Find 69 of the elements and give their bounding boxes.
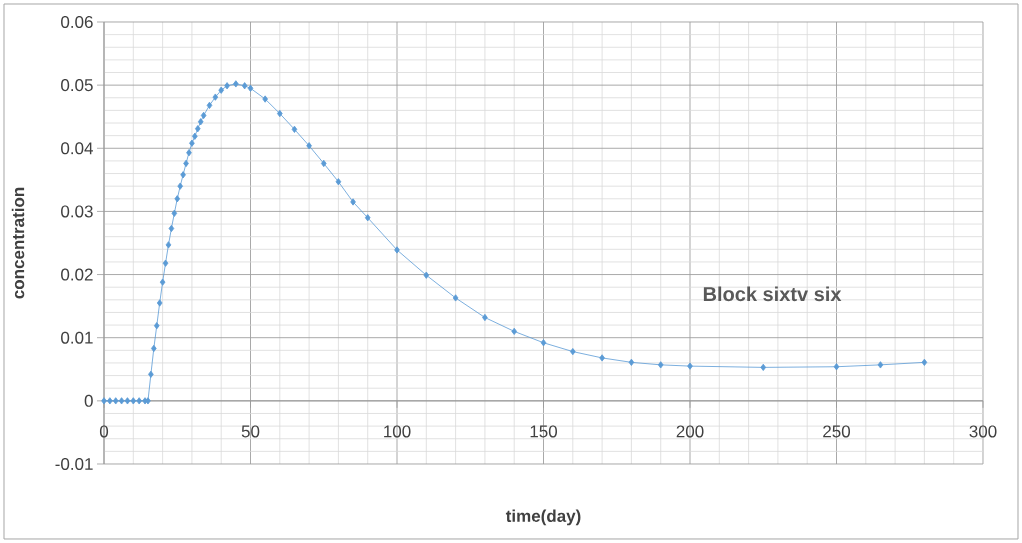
point <box>165 241 172 249</box>
annotation: Block sixtv six <box>703 286 842 302</box>
point <box>168 224 175 233</box>
point <box>162 259 169 267</box>
point <box>657 361 664 369</box>
point <box>241 82 248 90</box>
point <box>177 182 183 190</box>
x-tick-label: 0 <box>99 425 109 438</box>
point <box>291 125 298 133</box>
point <box>186 149 192 157</box>
point <box>194 125 201 133</box>
point <box>320 159 327 168</box>
x-tick-label: 200 <box>676 425 704 438</box>
point <box>206 101 213 109</box>
point <box>364 214 371 222</box>
point <box>452 294 459 302</box>
point <box>247 84 254 92</box>
point <box>394 246 400 254</box>
point <box>262 95 268 103</box>
point <box>197 118 204 126</box>
point <box>159 278 166 286</box>
point <box>180 171 186 179</box>
point <box>189 139 195 147</box>
x-tick-label: 150 <box>530 425 558 438</box>
point <box>192 132 198 140</box>
point <box>153 322 160 330</box>
point <box>136 397 142 405</box>
y-tick-label: 0.06 <box>61 15 93 29</box>
point <box>171 209 178 217</box>
y-tick-label: 0.02 <box>61 268 93 281</box>
point <box>156 299 163 307</box>
point <box>423 271 430 279</box>
point <box>760 363 767 371</box>
point <box>124 397 131 405</box>
point <box>218 86 225 94</box>
x-tick-label: 250 <box>823 425 851 438</box>
point <box>118 397 125 405</box>
point <box>599 354 605 362</box>
x-tick-label: 50 <box>241 425 260 438</box>
y-axis-title: concentration <box>11 187 25 299</box>
point <box>112 397 119 405</box>
point <box>148 370 154 378</box>
x-tick-label: 300 <box>969 425 997 438</box>
point <box>212 93 219 101</box>
y-tick-label: 0.01 <box>61 331 93 344</box>
y-tick-label: 0.04 <box>61 142 93 155</box>
point <box>107 397 113 405</box>
point <box>687 362 693 370</box>
point <box>833 363 840 371</box>
y-tick-label: -0.01 <box>55 457 93 471</box>
point <box>877 361 884 369</box>
x-tick-label: 100 <box>384 425 411 438</box>
point <box>511 327 517 335</box>
y-tick-label: 0.05 <box>61 79 93 92</box>
point <box>101 397 107 405</box>
y-tick-label: 0 <box>84 394 93 407</box>
point <box>174 195 181 203</box>
point <box>628 358 635 366</box>
point <box>224 82 230 90</box>
point <box>335 178 342 186</box>
point <box>200 111 207 120</box>
point <box>130 397 137 405</box>
point <box>233 80 239 88</box>
point <box>921 358 928 366</box>
x-axis-title: time(day) <box>505 509 581 526</box>
point <box>540 339 547 347</box>
point <box>350 198 356 206</box>
y-tick-label: 0.03 <box>61 205 93 218</box>
point <box>306 142 312 150</box>
